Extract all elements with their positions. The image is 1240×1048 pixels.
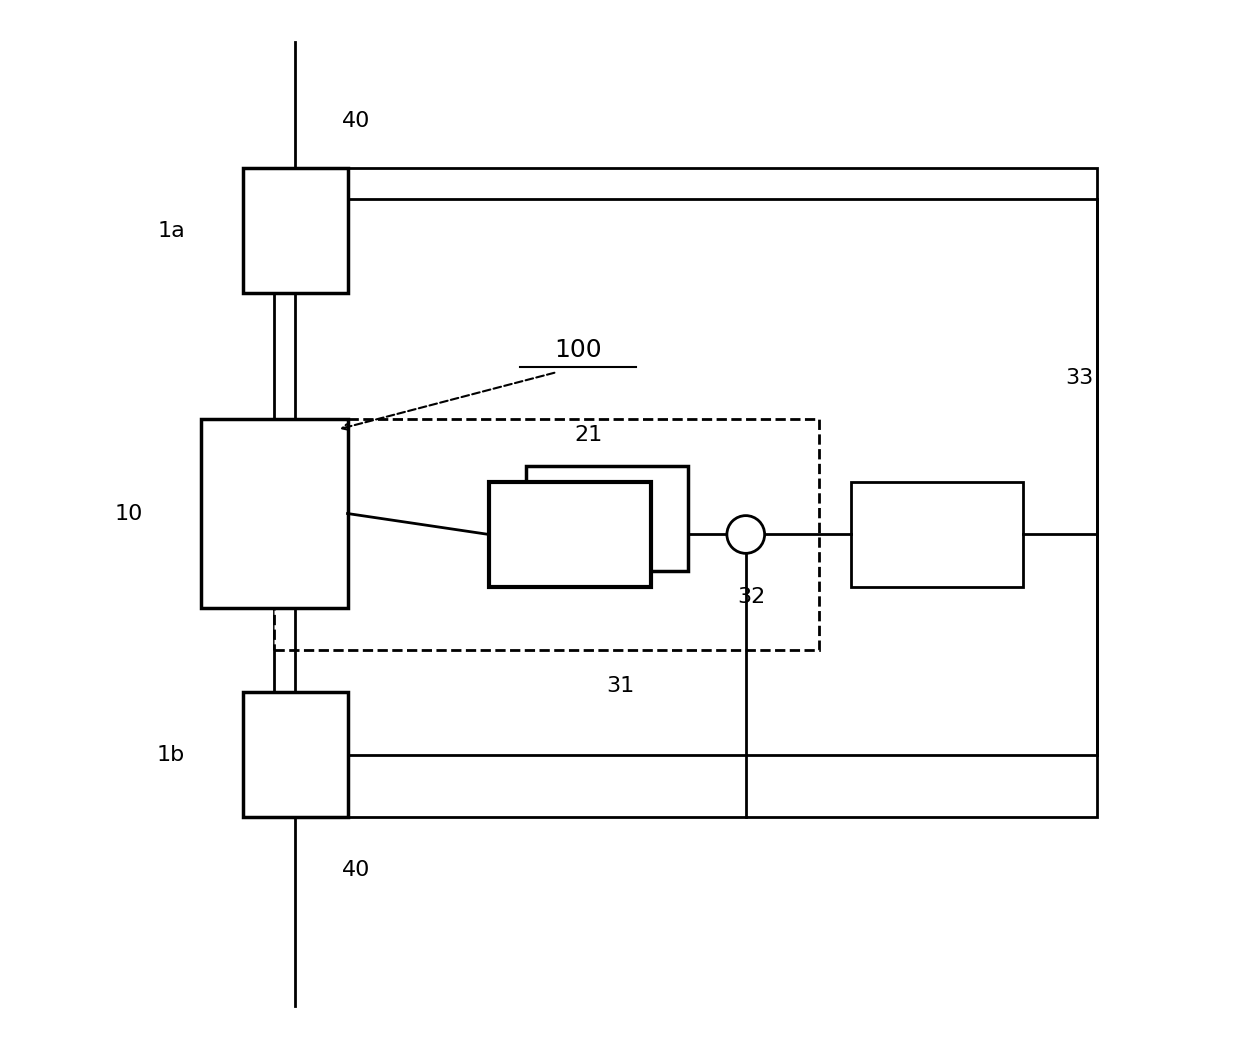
Text: 33: 33 — [1065, 368, 1094, 388]
FancyBboxPatch shape — [274, 419, 820, 650]
Text: 40: 40 — [342, 110, 371, 131]
FancyBboxPatch shape — [243, 692, 347, 817]
FancyBboxPatch shape — [274, 168, 1097, 817]
Text: 40: 40 — [342, 859, 371, 880]
Text: 10: 10 — [115, 503, 143, 524]
Text: 1b: 1b — [156, 744, 185, 765]
Text: 1a: 1a — [157, 220, 185, 241]
Text: 21: 21 — [574, 424, 603, 445]
FancyBboxPatch shape — [489, 482, 651, 587]
FancyBboxPatch shape — [243, 168, 347, 293]
Text: 100: 100 — [554, 337, 601, 362]
FancyBboxPatch shape — [201, 419, 347, 608]
FancyBboxPatch shape — [851, 482, 1023, 587]
Text: 31: 31 — [606, 676, 634, 696]
Circle shape — [727, 516, 765, 553]
FancyBboxPatch shape — [526, 466, 688, 571]
Text: 32: 32 — [737, 587, 765, 607]
